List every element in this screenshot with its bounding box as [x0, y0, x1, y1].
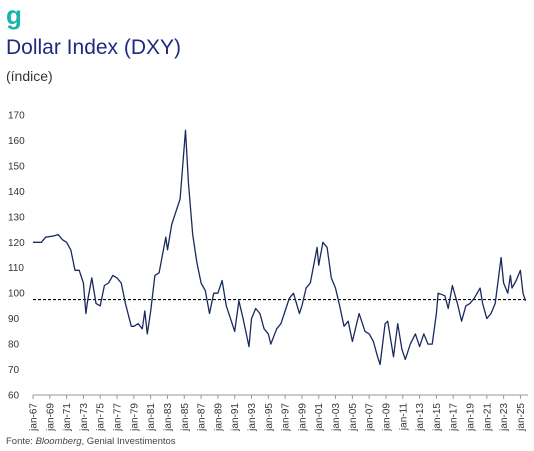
- x-tick-label: jan-97: [281, 403, 292, 432]
- x-tick-label: jan-25: [516, 403, 527, 432]
- x-tick-label: jan-73: [79, 403, 90, 432]
- x-tick-label: jan-81: [146, 403, 157, 432]
- source-italic: Bloomberg: [35, 436, 82, 447]
- x-tick-label: jan-23: [499, 403, 510, 432]
- y-tick-label: 150: [8, 161, 25, 172]
- source-prefix: Fonte:: [6, 436, 33, 447]
- x-tick-label: jan-85: [180, 403, 191, 432]
- x-tick-label: jan-79: [129, 403, 140, 432]
- y-tick-label: 60: [8, 391, 20, 402]
- x-tick-label: jan-83: [163, 403, 174, 432]
- x-tick-label: jan-93: [247, 403, 258, 432]
- y-tick-label: 80: [8, 340, 20, 351]
- x-tick-label: jan-05: [348, 403, 359, 432]
- x-tick-label: jan-15: [432, 403, 443, 432]
- line-series: [33, 129, 527, 366]
- y-tick-label: 140: [8, 187, 25, 198]
- x-tick-label: jan-71: [62, 403, 73, 432]
- chart-title: Dollar Index (DXY): [6, 36, 182, 59]
- x-tick-label: jan-07: [365, 403, 376, 432]
- y-tick-label: 70: [8, 365, 20, 376]
- y-tick-label: 130: [8, 212, 25, 223]
- x-tick-label: jan-89: [213, 403, 224, 432]
- x-tick-label: jan-09: [381, 403, 392, 432]
- chart-subtitle: (índice): [6, 68, 53, 84]
- x-tick-label: jan-13: [415, 403, 426, 432]
- x-tick-label: jan-11: [398, 403, 409, 431]
- logo: g: [6, 0, 22, 30]
- y-tick-label: 170: [8, 111, 25, 122]
- x-tick-label: jan-21: [482, 403, 493, 432]
- y-tick-label: 120: [8, 238, 25, 249]
- x-tick-label: jan-87: [197, 403, 208, 432]
- source: Fonte: Bloomberg, Genial Investimentos: [6, 436, 176, 447]
- y-tick-label: 160: [8, 136, 25, 147]
- x-tick-label: jan-99: [297, 403, 308, 432]
- y-tick-label: 110: [8, 263, 24, 274]
- x-tick-label: jan-77: [113, 403, 124, 432]
- y-tick-label: 100: [8, 289, 25, 300]
- source-suffix: , Genial Investimentos: [81, 436, 176, 447]
- x-tick-label: jan-01: [314, 403, 325, 432]
- y-tick-label: 90: [8, 314, 20, 325]
- x-tick-label: jan-17: [449, 403, 460, 432]
- x-tick-label: jan-19: [466, 403, 477, 432]
- x-tick-label: jan-69: [45, 403, 56, 432]
- x-tick-label: jan-91: [230, 403, 241, 432]
- x-tick-label: jan-75: [96, 403, 107, 432]
- x-tick-label: jan-03: [331, 403, 342, 432]
- x-tick-label: jan-95: [264, 403, 275, 432]
- x-tick-label: jan-67: [29, 403, 40, 432]
